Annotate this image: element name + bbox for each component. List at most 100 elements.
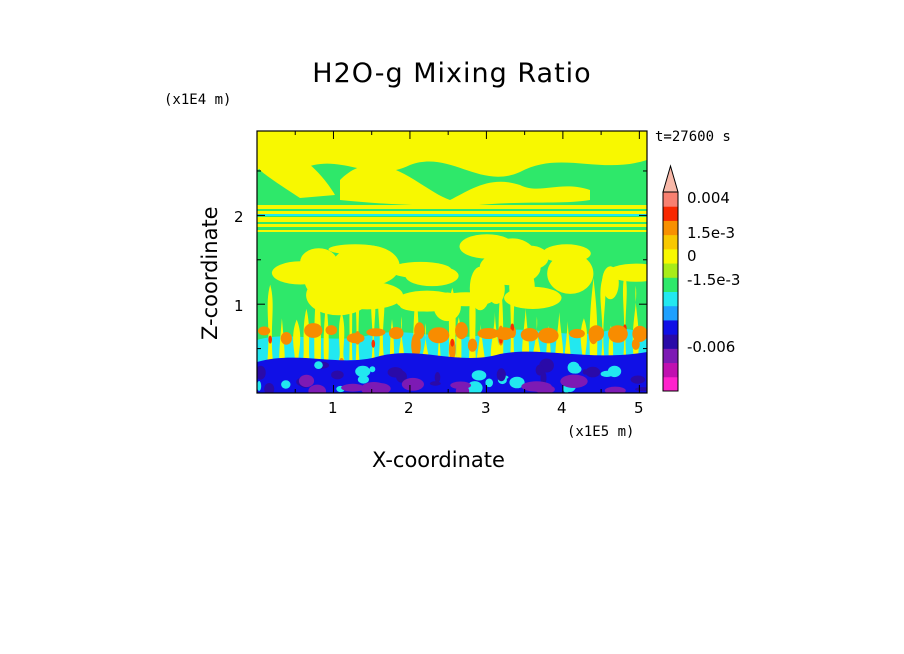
plume: [371, 288, 376, 360]
plume: [378, 285, 385, 360]
plot-frame: [256, 130, 648, 394]
plume: [600, 277, 606, 360]
dry-patch: [630, 375, 646, 384]
colorbar-label: -0.006: [687, 338, 736, 356]
plume-core: [280, 332, 292, 345]
colorbar-label: 0: [687, 247, 697, 265]
dry-patch: [257, 365, 266, 380]
plume: [580, 318, 588, 360]
plume: [476, 324, 485, 361]
time-label: t=27600 s: [655, 129, 731, 145]
moisture-blob: [348, 250, 389, 269]
moisture-region: [260, 148, 335, 198]
y-tick-label: 2: [234, 208, 244, 226]
x-scale-label: (x1E5 m): [567, 424, 635, 440]
plume: [564, 321, 571, 361]
x-tick-label: 1: [328, 399, 338, 417]
dry-patch: [357, 375, 369, 384]
x-tick-label: 3: [481, 399, 491, 417]
dry-patch: [257, 381, 262, 391]
colorbar-swatch: [663, 277, 678, 292]
dry-patch: [331, 370, 344, 380]
dry-patch: [496, 368, 506, 382]
plume: [314, 282, 321, 360]
plume-core: [467, 338, 478, 352]
colorbar-swatch: [663, 263, 678, 278]
colorbar-swatch: [663, 248, 678, 264]
moisture-blob: [304, 259, 359, 301]
colorbar-swatch: [663, 234, 678, 250]
plume: [389, 319, 395, 360]
x-tick-label: 4: [557, 399, 567, 417]
plume-core: [538, 327, 559, 344]
plume-core: [366, 328, 386, 337]
dry-patch: [369, 366, 376, 373]
plume: [323, 292, 329, 360]
colorbar-swatch: [663, 362, 678, 378]
dry-patch: [569, 365, 582, 374]
moisture-region: [340, 164, 590, 206]
colorbar-swatch: [663, 319, 678, 335]
plume-core: [325, 325, 338, 336]
plume-core: [388, 327, 404, 340]
moisture-blob: [547, 253, 594, 294]
colorbar-swatch: [663, 291, 678, 307]
stripe-band: [257, 214, 647, 216]
moisture-blob: [400, 300, 441, 312]
colorbar-swatch: [663, 305, 678, 321]
dry-patch: [314, 361, 323, 369]
moisture-blob: [602, 266, 619, 300]
plume-core: [632, 325, 647, 342]
plume-core: [477, 328, 500, 339]
plume-core: [346, 333, 365, 344]
moisture-blob: [504, 286, 562, 309]
plume-core: [448, 339, 456, 360]
stripe-band: [257, 224, 647, 227]
dry-patch: [401, 377, 424, 391]
dry-patch: [509, 376, 525, 389]
plume: [293, 319, 301, 360]
z-scale-label: (x1E4 m): [164, 92, 232, 108]
plume: [422, 323, 430, 361]
y-tick-label: 1: [234, 297, 244, 315]
colorbar-label: 1.5e-3: [687, 224, 736, 242]
dry-patch: [360, 382, 387, 393]
dry-patch: [387, 367, 404, 378]
chart-title: H2O-g Mixing Ratio: [312, 58, 592, 89]
dry-patch: [585, 366, 601, 378]
plume-core: [428, 327, 450, 344]
dry-patch: [455, 385, 470, 393]
colorbar-swatch: [663, 348, 678, 364]
plume-core: [371, 339, 376, 348]
dry-patch: [264, 383, 275, 393]
plume: [398, 316, 405, 360]
colorbar-arrow: [662, 164, 679, 193]
plume: [267, 284, 273, 360]
stripe-band: [257, 217, 647, 222]
colorbar-swatch: [663, 220, 678, 236]
dry-patch: [429, 381, 441, 386]
colorbar-label: -1.5e-3: [687, 271, 741, 289]
dry-patch: [471, 370, 487, 381]
moisture-region: [257, 131, 647, 177]
colorbar-label: 0.004: [687, 189, 730, 207]
colorbar-swatch: [663, 334, 678, 349]
dry-patch: [434, 372, 441, 383]
dry-patch: [341, 383, 365, 392]
colorbar-swatch: [663, 192, 678, 207]
colorbar-swatch: [663, 206, 678, 221]
plume: [555, 312, 564, 360]
plume-core: [268, 335, 273, 344]
plume-core: [411, 333, 421, 358]
dry-patch: [298, 374, 315, 388]
moisture-blob: [469, 266, 491, 311]
plume: [510, 272, 515, 360]
dry-patch: [355, 365, 371, 377]
plume-core: [520, 328, 539, 342]
x-axis-label: X-coordinate: [372, 448, 505, 472]
x-tick-label: 2: [404, 399, 414, 417]
dry-patch: [604, 386, 626, 393]
stripe-band: [257, 230, 647, 232]
contour-field: [257, 131, 647, 393]
